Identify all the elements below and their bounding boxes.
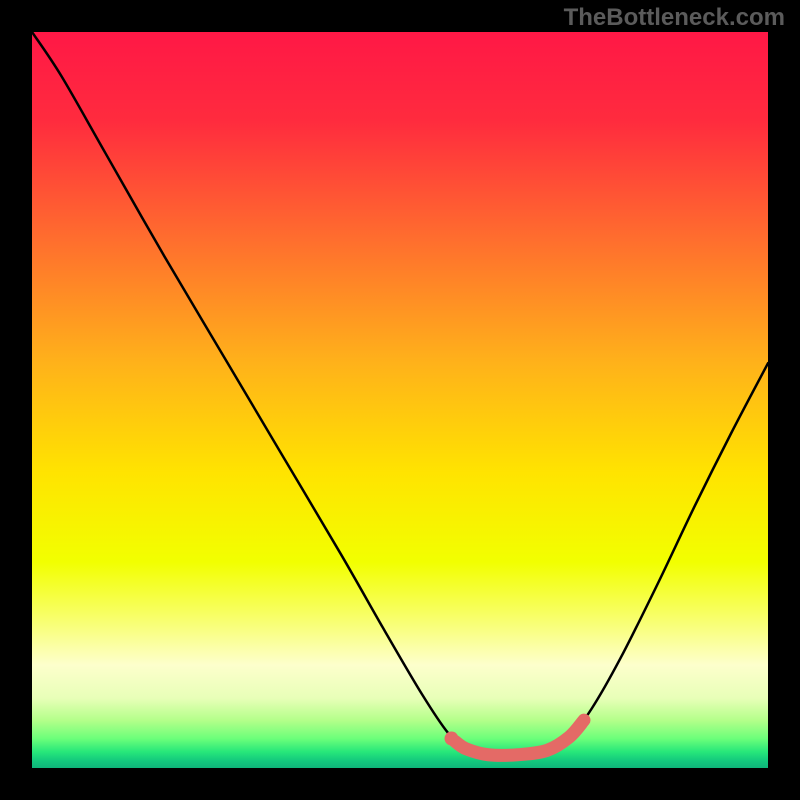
watermark-text: TheBottleneck.com <box>564 4 785 32</box>
highlight-start-dot <box>445 732 459 746</box>
chart-svg <box>0 0 800 800</box>
